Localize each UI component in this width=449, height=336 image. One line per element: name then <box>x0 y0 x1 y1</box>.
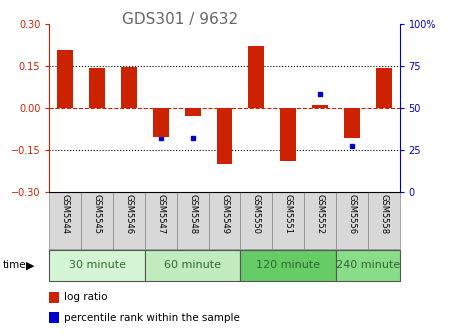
Text: time: time <box>2 260 26 270</box>
Text: GSM5546: GSM5546 <box>124 194 133 235</box>
Text: GSM5544: GSM5544 <box>61 194 70 235</box>
Bar <box>312 105 328 108</box>
Text: GSM5549: GSM5549 <box>220 194 229 235</box>
Bar <box>153 108 169 137</box>
Text: 120 minute: 120 minute <box>256 260 320 270</box>
Bar <box>248 46 264 108</box>
Bar <box>304 192 336 249</box>
Text: GSM5556: GSM5556 <box>348 194 357 235</box>
Bar <box>49 192 81 249</box>
Text: 60 minute: 60 minute <box>164 260 221 270</box>
Bar <box>145 192 177 249</box>
Bar <box>177 192 209 249</box>
Bar <box>145 250 240 281</box>
Text: GSM5550: GSM5550 <box>252 194 261 235</box>
Text: GSM5547: GSM5547 <box>156 194 165 235</box>
Text: ▶: ▶ <box>26 260 35 270</box>
Bar <box>240 250 336 281</box>
Bar <box>240 192 272 249</box>
Bar <box>368 192 400 249</box>
Bar <box>49 250 145 281</box>
Text: 240 minute: 240 minute <box>336 260 400 270</box>
Bar <box>272 192 304 249</box>
Bar <box>280 108 296 161</box>
Text: GDS301 / 9632: GDS301 / 9632 <box>122 12 238 27</box>
Bar <box>185 108 201 116</box>
Text: log ratio: log ratio <box>64 292 107 302</box>
Text: GSM5545: GSM5545 <box>92 194 101 235</box>
Bar <box>113 192 145 249</box>
Bar <box>336 192 368 249</box>
Bar <box>121 67 137 108</box>
Text: GSM5548: GSM5548 <box>188 194 197 235</box>
Text: GSM5558: GSM5558 <box>379 194 388 235</box>
Text: 30 minute: 30 minute <box>69 260 126 270</box>
Bar <box>216 108 233 164</box>
Bar <box>209 192 240 249</box>
Bar <box>81 192 113 249</box>
Bar <box>344 108 360 138</box>
Text: GSM5551: GSM5551 <box>284 194 293 235</box>
Text: GSM5552: GSM5552 <box>316 194 325 235</box>
Bar <box>336 250 400 281</box>
Bar <box>376 68 392 108</box>
Bar <box>57 50 73 108</box>
Bar <box>89 68 105 108</box>
Text: percentile rank within the sample: percentile rank within the sample <box>64 312 240 323</box>
